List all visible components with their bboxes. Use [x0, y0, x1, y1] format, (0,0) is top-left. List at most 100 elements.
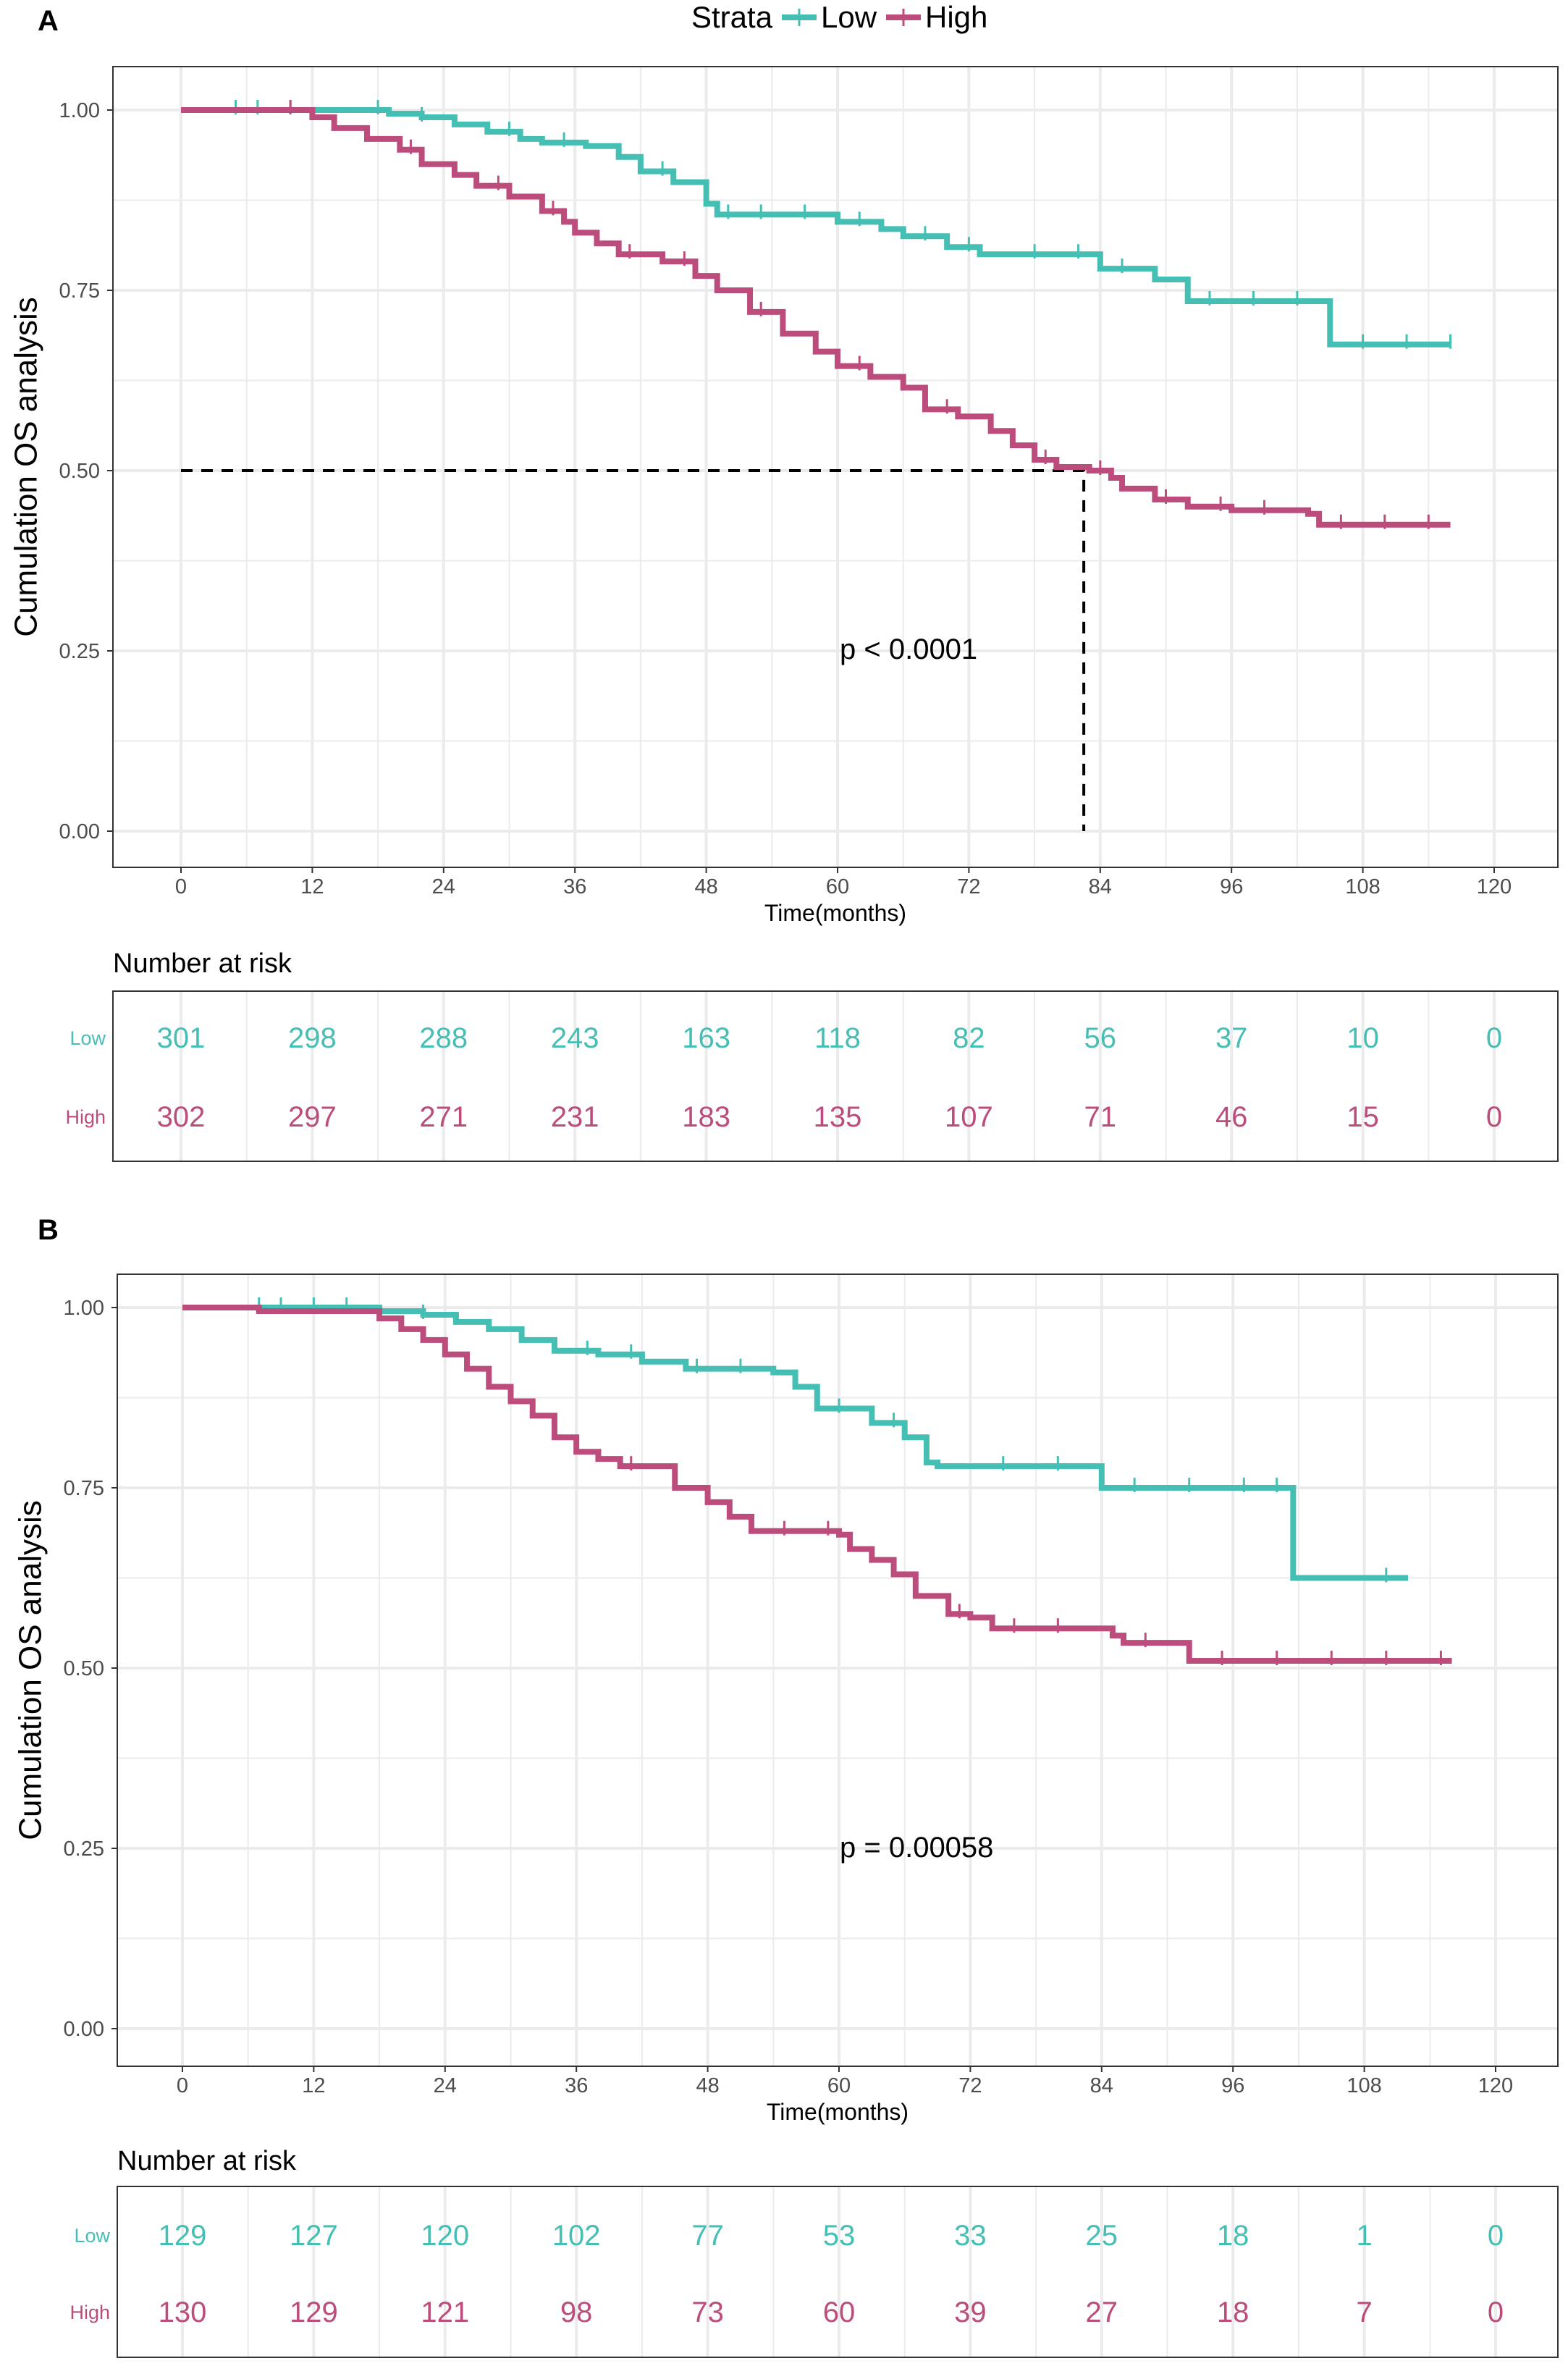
km-curve-low — [182, 1305, 1409, 1581]
risk-count-low: 127 — [290, 2220, 338, 2252]
risk-count-high: 71 — [1084, 1101, 1117, 1133]
x-tick-label: 84 — [1090, 2074, 1113, 2097]
y-tick-label: 0.75 — [64, 1477, 104, 1500]
risk-count-high: 107 — [945, 1101, 993, 1133]
x-tick-label: 36 — [563, 875, 586, 898]
risk-count-high: 129 — [290, 2296, 338, 2328]
p-value-annotation: p = 0.00058 — [840, 1832, 993, 1864]
x-tick-label: 36 — [565, 2074, 588, 2097]
legend: Strata Low High — [691, 0, 987, 34]
risk-count-low: 82 — [953, 1022, 985, 1054]
y-tick-label: 0.50 — [59, 460, 100, 483]
risk-count-high: 0 — [1486, 1101, 1502, 1133]
y-tick-label: 1.00 — [64, 1297, 104, 1320]
risk-count-high: 135 — [814, 1101, 862, 1133]
risk-count-low: 298 — [288, 1022, 337, 1054]
y-tick-label: 0.25 — [59, 640, 100, 663]
x-tick-label: 84 — [1089, 875, 1112, 898]
x-tick-label: 60 — [826, 875, 849, 898]
risk-count-low: 102 — [552, 2220, 601, 2252]
x-tick-label: 108 — [1346, 2074, 1381, 2097]
risk-count-low: 0 — [1486, 1022, 1502, 1054]
risk-count-low: 120 — [421, 2220, 469, 2252]
y-tick-label: 0.00 — [64, 2018, 104, 2041]
panel-label: A — [38, 5, 59, 37]
risk-count-low: 33 — [954, 2220, 987, 2252]
x-tick-label: 24 — [432, 875, 455, 898]
y-axis-title: Cumulation OS analysis — [13, 1500, 49, 1840]
risk-count-low: 53 — [823, 2220, 856, 2252]
risk-count-low: 77 — [691, 2220, 724, 2252]
risk-table-title: Number at risk — [113, 948, 292, 979]
median-survival-line — [181, 469, 1086, 831]
panel-a: A 0 12 24 36 48 60 72 84 96 108 120 0.00 0.25 0.50 0.75… — [9, 5, 1559, 1162]
risk-count-high: 46 — [1215, 1101, 1248, 1133]
plot-border — [112, 66, 1559, 868]
x-tick-label: 48 — [696, 2074, 719, 2097]
x-tick-label: 96 — [1221, 2074, 1244, 2097]
risk-count-low: 37 — [1215, 1022, 1248, 1054]
risk-count-high: 98 — [560, 2296, 593, 2328]
risk-row-label-high: High — [69, 2302, 110, 2323]
legend-high-label: High — [925, 0, 987, 34]
risk-count-low: 243 — [551, 1022, 599, 1054]
km-curve-high — [181, 107, 1451, 528]
x-tick-label: 72 — [957, 875, 980, 898]
x-tick-label: 96 — [1220, 875, 1243, 898]
x-tick-label: 12 — [302, 2074, 325, 2097]
x-tick-label: 72 — [958, 2074, 982, 2097]
risk-count-low: 0 — [1488, 2220, 1504, 2252]
risk-count-low: 18 — [1217, 2220, 1249, 2252]
plot-border — [117, 1273, 1559, 2067]
risk-count-low: 288 — [419, 1022, 468, 1054]
risk-count-low: 118 — [814, 1022, 861, 1054]
km-curve-high — [182, 1305, 1452, 1664]
risk-row-label-low: Low — [74, 2225, 110, 2247]
risk-count-high: 18 — [1217, 2296, 1249, 2328]
km-curve-low — [181, 107, 1451, 348]
plot-background — [113, 67, 1558, 867]
risk-count-low: 301 — [157, 1022, 206, 1054]
risk-count-high: 0 — [1488, 2296, 1504, 2328]
risk-count-high: 39 — [954, 2296, 987, 2328]
risk-count-high: 73 — [691, 2296, 724, 2328]
x-tick-label: 12 — [300, 875, 324, 898]
y-tick-label: 0.25 — [64, 1837, 104, 1861]
legend-low-label: Low — [821, 0, 877, 34]
risk-count-low: 56 — [1084, 1022, 1117, 1054]
risk-count-high: 302 — [157, 1101, 206, 1133]
x-tick-label: 0 — [175, 875, 187, 898]
risk-count-high: 183 — [682, 1101, 730, 1133]
panel-b: B 0 12 24 36 48 60 72 84 96 108 120 0.00 0.25 0.50 0.75… — [13, 1214, 1559, 2358]
risk-table-border — [117, 2186, 1559, 2358]
x-tick-label: 60 — [827, 2074, 851, 2097]
p-value-annotation: p < 0.0001 — [840, 633, 977, 665]
x-axis-title: Time(months) — [767, 2099, 909, 2125]
risk-count-high: 15 — [1346, 1101, 1379, 1133]
risk-count-low: 129 — [159, 2220, 207, 2252]
risk-count-low: 25 — [1086, 2220, 1118, 2252]
x-tick-label: 48 — [694, 875, 717, 898]
risk-row-label-low: Low — [69, 1027, 106, 1049]
risk-count-high: 121 — [421, 2296, 469, 2328]
risk-row-label-high: High — [65, 1106, 106, 1128]
x-axis-title: Time(months) — [764, 900, 906, 926]
x-tick-label: 120 — [1478, 2074, 1513, 2097]
risk-count-high: 60 — [823, 2296, 856, 2328]
risk-count-high: 271 — [419, 1101, 468, 1133]
risk-count-high: 7 — [1356, 2296, 1372, 2328]
risk-table-title: Number at risk — [117, 2146, 297, 2176]
risk-count-low: 1 — [1356, 2220, 1372, 2252]
x-tick-label: 24 — [434, 2074, 457, 2097]
panel-label: B — [38, 1214, 59, 1246]
risk-count-low: 163 — [682, 1022, 730, 1054]
x-tick-label: 0 — [177, 2074, 188, 2097]
y-tick-label: 0.50 — [64, 1657, 104, 1680]
risk-count-high: 130 — [159, 2296, 207, 2328]
y-tick-label: 0.75 — [59, 279, 100, 303]
legend-title: Strata — [691, 0, 773, 34]
risk-count-high: 231 — [551, 1101, 599, 1133]
y-tick-label: 1.00 — [59, 99, 100, 122]
x-tick-label: 120 — [1477, 875, 1512, 898]
